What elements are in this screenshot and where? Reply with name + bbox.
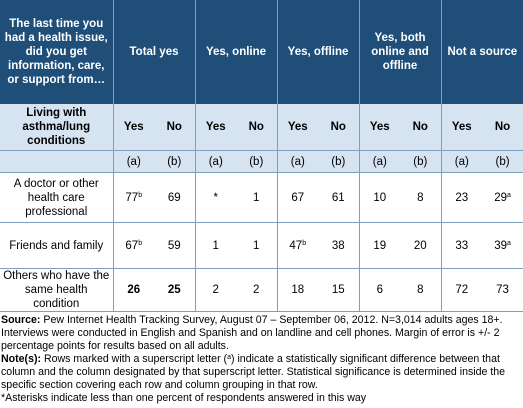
- cell: 33: [441, 222, 483, 269]
- cell: 61: [318, 172, 360, 223]
- footer-line: Interviews were conducted in English and…: [1, 327, 500, 339]
- row-label: Friends and family: [0, 222, 114, 269]
- footer-line: column and the column designated by that…: [1, 366, 506, 378]
- cell: 29a: [482, 172, 523, 223]
- footer-line: specific section covering each row and c…: [1, 379, 318, 391]
- col-label: Yes: [277, 104, 319, 151]
- col-letter: (a): [195, 150, 236, 173]
- cell: 59: [154, 222, 196, 269]
- cell: 10: [359, 172, 401, 223]
- col-letter: (a): [441, 150, 483, 173]
- cell: 77b: [113, 172, 154, 223]
- cell: 20: [400, 222, 442, 269]
- cell: 72: [441, 268, 483, 312]
- col-label: No: [400, 104, 442, 151]
- table-row: Friends and family 67b 59 1 1 47b 38 19 …: [0, 222, 523, 269]
- group-header: Yes, offline: [277, 0, 360, 104]
- cell: 2: [236, 268, 278, 312]
- note-line: Note(s): Rows marked with a superscript …: [1, 353, 500, 365]
- cell: 2: [195, 268, 236, 312]
- cell: 6: [359, 268, 401, 312]
- row-label: A doctor or other health care profession…: [0, 172, 114, 223]
- group-header: Yes, both online and offline: [359, 0, 442, 104]
- source-line: Source: Pew Internet Health Tracking Sur…: [1, 314, 503, 326]
- col-letter: (b): [400, 150, 442, 173]
- cell: 15: [318, 268, 360, 312]
- cell: *: [195, 172, 236, 223]
- col-label: Yes: [113, 104, 154, 151]
- subheader-row: Living with asthma/lung conditions Yes N…: [0, 104, 523, 151]
- col-letter: (a): [277, 150, 319, 173]
- cell: 1: [195, 222, 236, 269]
- table-row: Others who have the same health conditio…: [0, 268, 523, 312]
- cell: 1: [236, 172, 278, 223]
- col-letter: (a): [113, 150, 154, 173]
- col-label: No: [482, 104, 523, 151]
- col-letter: (a): [359, 150, 401, 173]
- col-letter: (b): [236, 150, 278, 173]
- question-header: The last time you had a health issue, di…: [0, 0, 114, 104]
- col-letter: (b): [482, 150, 523, 173]
- table-footer: Source: Pew Internet Health Tracking Sur…: [0, 312, 523, 405]
- row-label: Others who have the same health conditio…: [0, 268, 114, 312]
- cell: 67: [277, 172, 319, 223]
- cell: 8: [400, 172, 442, 223]
- col-label: Yes: [359, 104, 401, 151]
- letters-row: (a) (b) (a) (b) (a) (b) (a) (b) (a) (b): [0, 150, 523, 173]
- cell: 38: [318, 222, 360, 269]
- col-label: No: [236, 104, 278, 151]
- footer-line: *Asterisks indicate less than one percen…: [1, 392, 367, 404]
- cell: 23: [441, 172, 483, 223]
- cell: 69: [154, 172, 196, 223]
- cell: 39a: [482, 222, 523, 269]
- cell: 47b: [277, 222, 319, 269]
- col-label: Yes: [441, 104, 483, 151]
- group-header: Total yes: [113, 0, 196, 104]
- cell: 19: [359, 222, 401, 269]
- cell: 25: [154, 268, 196, 312]
- table-row: A doctor or other health care profession…: [0, 172, 523, 223]
- group-header: Yes, online: [195, 0, 278, 104]
- cell: 1: [236, 222, 278, 269]
- results-table: The last time you had a health issue, di…: [0, 0, 523, 312]
- cell: 26: [113, 268, 154, 312]
- cell: 73: [482, 268, 523, 312]
- col-letter: (b): [318, 150, 360, 173]
- header-row: The last time you had a health issue, di…: [0, 0, 523, 104]
- cell: 18: [277, 268, 319, 312]
- group-label: Living with asthma/lung conditions: [0, 104, 114, 151]
- letters-blank: [0, 150, 114, 173]
- cell: 8: [400, 268, 442, 312]
- col-label: No: [154, 104, 196, 151]
- group-header: Not a source: [441, 0, 523, 104]
- col-letter: (b): [154, 150, 196, 173]
- cell: 67b: [113, 222, 154, 269]
- col-label: Yes: [195, 104, 236, 151]
- col-label: No: [318, 104, 360, 151]
- footer-line: percentage points for results based on a…: [1, 340, 229, 352]
